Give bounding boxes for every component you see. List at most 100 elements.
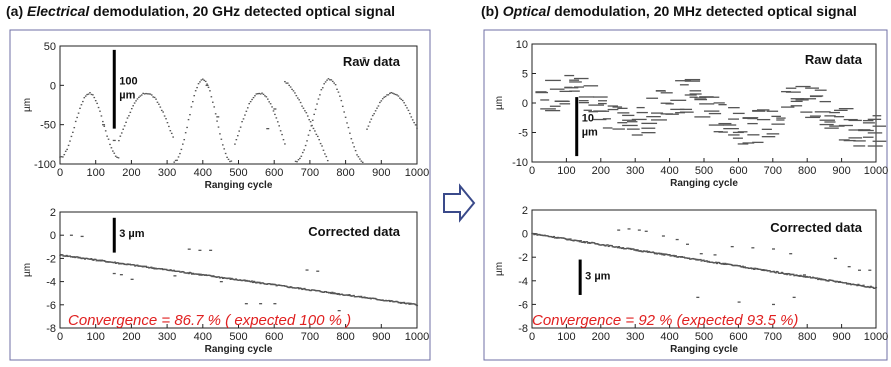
data-point xyxy=(554,100,570,103)
data-point xyxy=(585,241,589,243)
data-point xyxy=(150,94,153,96)
data-point xyxy=(740,266,743,268)
data-point xyxy=(540,99,550,101)
data-point xyxy=(113,261,117,263)
data-point xyxy=(670,99,687,101)
data-point xyxy=(713,131,723,133)
x-tick-label: 700 xyxy=(301,167,319,179)
data-point xyxy=(330,79,333,81)
x-tick-label: 900 xyxy=(372,167,390,179)
data-point xyxy=(82,257,85,259)
data-point xyxy=(569,238,572,240)
data-point xyxy=(722,262,725,265)
data-point xyxy=(316,135,319,138)
data-point xyxy=(636,249,639,251)
data-point xyxy=(602,127,613,129)
data-point xyxy=(76,116,78,119)
data-point xyxy=(824,278,827,281)
data-point xyxy=(593,242,596,244)
data-point xyxy=(396,301,399,303)
data-point xyxy=(867,145,883,147)
data-point xyxy=(299,157,301,160)
data-point xyxy=(704,96,720,98)
data-point xyxy=(273,108,277,110)
data-point xyxy=(90,258,93,260)
data-point xyxy=(69,234,73,236)
data-point xyxy=(399,97,401,99)
data-point xyxy=(732,137,743,139)
data-point xyxy=(785,91,801,93)
data-point xyxy=(819,119,835,121)
data-point xyxy=(312,127,315,130)
data-point xyxy=(874,286,878,289)
data-point xyxy=(660,92,673,94)
data-point xyxy=(869,285,872,288)
data-point xyxy=(834,116,845,118)
data-point xyxy=(67,144,70,147)
data-point xyxy=(104,260,107,262)
data-point xyxy=(799,274,802,277)
data-point xyxy=(679,84,689,86)
data-point xyxy=(120,132,123,134)
data-point xyxy=(309,121,312,123)
data-point xyxy=(113,152,116,154)
data-point xyxy=(834,109,848,111)
data-point xyxy=(210,96,213,98)
panel-b-title-italic: Optical xyxy=(502,3,551,19)
x-tick-label: 900 xyxy=(372,331,390,343)
data-point xyxy=(847,266,851,268)
data-point xyxy=(294,160,297,163)
x-tick-label: 100 xyxy=(557,165,575,177)
data-point xyxy=(694,258,697,260)
data-point xyxy=(768,270,771,272)
data-point xyxy=(82,100,84,103)
data-point xyxy=(136,98,139,100)
data-point xyxy=(814,89,827,91)
y-tick-label: 0 xyxy=(522,229,528,241)
data-point xyxy=(73,126,76,129)
data-point xyxy=(344,116,347,118)
data-point xyxy=(646,251,649,253)
data-point xyxy=(329,291,332,294)
data-point xyxy=(220,276,224,279)
data-point xyxy=(296,287,300,289)
data-point xyxy=(785,272,788,275)
data-point xyxy=(730,263,733,266)
x-tick-label: 200 xyxy=(592,165,610,177)
data-point xyxy=(112,139,116,142)
data-point xyxy=(192,272,195,275)
data-point xyxy=(169,269,172,271)
data-point xyxy=(324,291,328,293)
data-point xyxy=(383,96,385,98)
data-point xyxy=(675,238,679,241)
data-point xyxy=(694,116,711,118)
data-point xyxy=(694,98,708,101)
data-point xyxy=(399,302,402,304)
y-tick-label: 50 xyxy=(44,41,56,53)
data-points xyxy=(59,234,419,312)
data-point xyxy=(622,124,638,127)
data-point xyxy=(788,273,791,275)
data-point xyxy=(587,241,591,244)
data-point xyxy=(606,244,609,246)
data-point xyxy=(401,99,404,102)
data-point xyxy=(853,145,866,147)
data-point xyxy=(168,269,171,272)
data-point xyxy=(713,254,717,256)
data-point xyxy=(234,278,238,280)
data-point xyxy=(130,107,133,110)
data-point xyxy=(116,156,118,158)
chart-a-corrected: 0 100 200 300 400 500 600 700 800 900 1000 2 0 -2 -4 -6… xyxy=(22,207,429,355)
data-point xyxy=(264,95,266,97)
data-point xyxy=(387,299,391,302)
data-point xyxy=(329,79,331,81)
data-point xyxy=(396,94,398,96)
data-point xyxy=(66,148,68,151)
x-tick-label: 300 xyxy=(626,165,644,177)
data-point xyxy=(766,110,779,112)
data-point xyxy=(114,155,117,157)
data-point xyxy=(184,132,187,134)
data-point xyxy=(789,274,792,276)
data-point xyxy=(70,135,73,138)
data-point xyxy=(211,275,214,278)
